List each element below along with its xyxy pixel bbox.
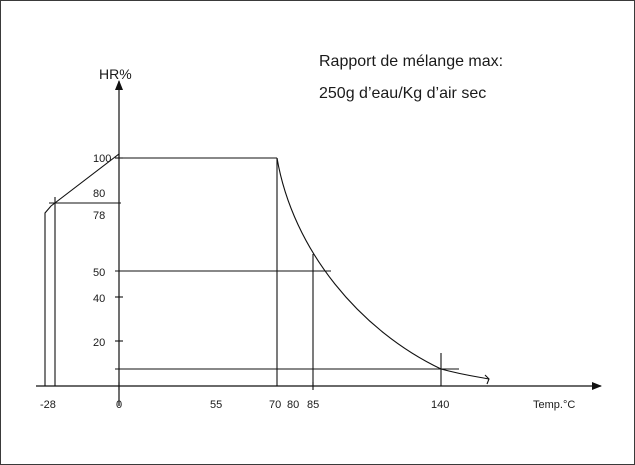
boundary-curve-end: [484, 374, 490, 385]
y-tick-label-40: 40: [93, 293, 105, 305]
x-tick-label-55: 55: [210, 399, 222, 411]
x-tick-label-minus28: -28: [40, 399, 56, 411]
x-tick-label-80: 80: [287, 399, 299, 411]
x-tick-label-0: 0: [116, 399, 122, 411]
annotation-line-2: 250g d’eau/Kg d’air sec: [319, 85, 486, 102]
boundary-decay-curve: [276, 157, 490, 380]
x-tick-label-140: 140: [431, 399, 449, 411]
y-tick-label-80: 80: [93, 188, 105, 200]
y-tick-label-78: 78: [93, 210, 105, 222]
y-tick-label-50: 50: [93, 267, 105, 279]
x-axis-title: Temp.°C: [533, 399, 575, 411]
y-axis-title: HR%: [99, 66, 132, 82]
annotation-line-1: Rapport de mélange max:: [319, 53, 503, 70]
x-tick-label-85: 85: [307, 399, 319, 411]
y-tick-label-100: 100: [93, 153, 111, 165]
x-tick-label-70: 70: [269, 399, 281, 411]
y-tick-label-20: 20: [93, 337, 105, 349]
boundary-left-ramp: [44, 152, 120, 386]
